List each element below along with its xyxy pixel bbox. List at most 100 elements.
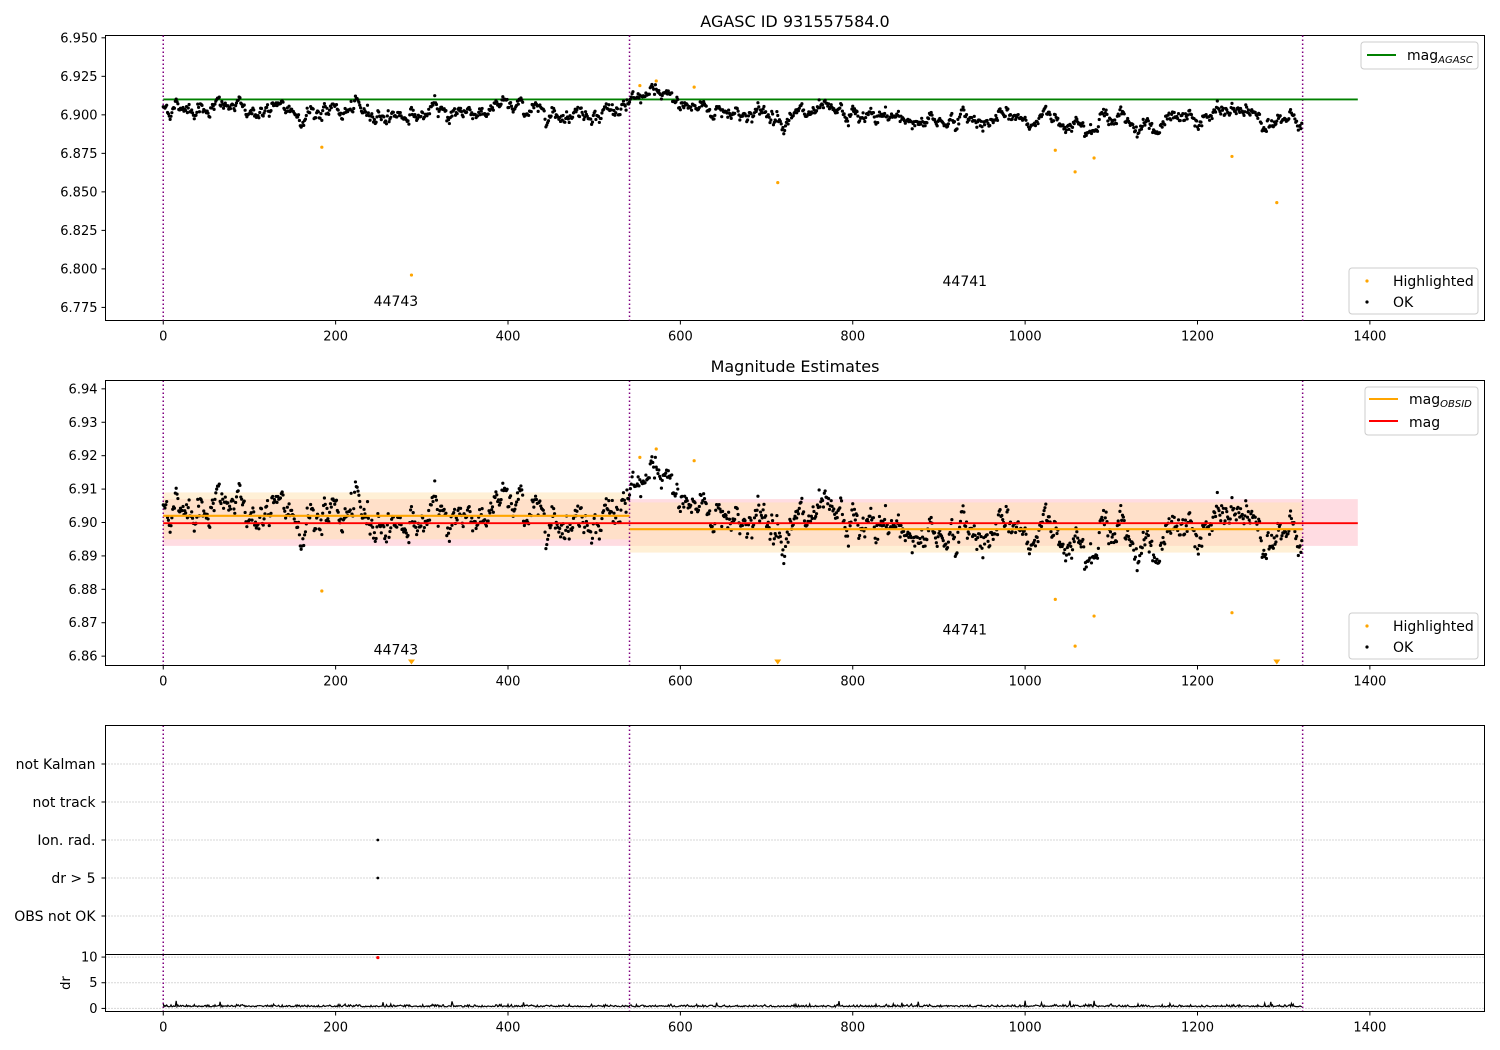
ok-point [933, 536, 938, 540]
ok-point [636, 475, 640, 479]
ok-point [680, 494, 684, 498]
ok-point [998, 107, 1002, 111]
ok-point [263, 109, 267, 113]
ok-point [447, 121, 451, 126]
ok-point [431, 103, 435, 107]
ok-point [786, 122, 790, 126]
ok-point [1006, 508, 1010, 512]
ok-point [1049, 530, 1053, 534]
ok-point [352, 99, 357, 103]
ok-point [446, 115, 450, 119]
ok-point [508, 494, 513, 498]
ok-point [195, 110, 199, 114]
ok-point [1293, 529, 1297, 534]
ok-point [1106, 119, 1110, 123]
highlighted-point [1230, 154, 1234, 159]
highlighted-point [1230, 611, 1234, 615]
ok-point [1229, 505, 1233, 509]
ok-point [1236, 505, 1240, 509]
ok-point [1004, 504, 1008, 509]
ok-point [521, 100, 525, 104]
ok-point [408, 113, 412, 117]
ok-point [384, 534, 388, 538]
ok-point [735, 507, 739, 511]
ok-point [455, 112, 459, 116]
ok-point [883, 111, 887, 116]
ok-point [903, 539, 907, 543]
ok-point [176, 102, 180, 106]
ok-point [1113, 118, 1117, 122]
ok-point [600, 516, 604, 521]
ok-point [821, 505, 826, 509]
ok-point [1244, 499, 1248, 503]
ok-point [172, 506, 177, 510]
ok-point [714, 107, 718, 111]
y-tick-label: 6.92 [69, 449, 98, 464]
ok-point [170, 516, 174, 520]
ok-point [501, 95, 505, 99]
ok-point [365, 113, 369, 118]
ok-point [220, 492, 224, 496]
ok-point [1169, 118, 1173, 122]
ok-point [1061, 542, 1065, 546]
ok-point [782, 132, 786, 136]
ok-point [546, 537, 550, 541]
ok-point [196, 105, 201, 109]
ok-point [713, 113, 717, 118]
ok-point [470, 516, 474, 520]
ok-point [1126, 534, 1131, 539]
ok-point [1161, 535, 1165, 540]
ok-point [1061, 123, 1065, 127]
ok-point [511, 110, 515, 114]
ok-point [869, 506, 873, 510]
ok-point [557, 530, 561, 534]
ok-point [1288, 509, 1293, 513]
ok-point [212, 107, 216, 111]
ok-point [725, 111, 729, 115]
ok-point [950, 111, 954, 116]
ok-point [791, 114, 795, 118]
ok-point [538, 499, 542, 503]
ok-point [1151, 553, 1156, 557]
ok-point [1070, 125, 1075, 129]
ok-point [421, 111, 425, 115]
ok-point [1082, 124, 1086, 128]
ok-point [308, 516, 312, 520]
ok-point [215, 487, 219, 491]
ok-point [339, 517, 343, 521]
ok-point [257, 116, 261, 120]
ok-point [1185, 117, 1189, 121]
dr-series-line [162, 1000, 1303, 1009]
ok-point [228, 107, 233, 111]
ok-point [379, 531, 383, 535]
ok-point [375, 525, 379, 529]
ok-point [848, 524, 852, 528]
ok-point [395, 115, 399, 119]
ok-point [775, 110, 779, 114]
ok-point [1233, 512, 1238, 516]
ok-point [765, 523, 770, 527]
ok-point [520, 488, 524, 492]
ok-point [252, 510, 256, 514]
y-tick-label: 6.925 [60, 70, 97, 85]
ok-point [609, 108, 614, 112]
ok-point [967, 532, 971, 536]
ok-point [883, 105, 888, 109]
ok-point [929, 110, 933, 115]
ok-point [962, 510, 966, 514]
ok-point [1101, 107, 1106, 111]
ok-point [544, 547, 548, 551]
ok-point [427, 518, 432, 522]
ok-point [666, 469, 670, 473]
ok-point [1217, 509, 1221, 513]
ok-point [320, 118, 324, 122]
ok-point [995, 533, 1000, 537]
ok-point [1184, 524, 1188, 528]
ok-point [287, 104, 291, 108]
ok-point [676, 487, 680, 491]
ok-point [499, 497, 503, 502]
highlighted-point [776, 181, 780, 185]
ok-point [1053, 113, 1057, 117]
ok-point [832, 107, 836, 111]
